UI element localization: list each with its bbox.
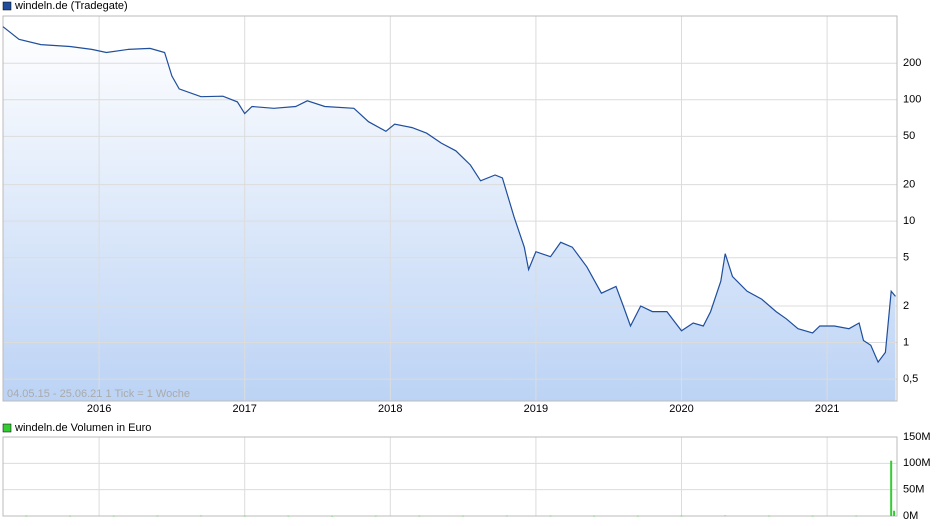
legend-swatch [2, 1, 12, 11]
volume-bar [462, 515, 465, 517]
y-tick-label: 50M [903, 484, 924, 496]
y-tick-label: 0M [903, 510, 918, 522]
volume-bar [855, 515, 858, 517]
y-tick-label: 200 [903, 57, 921, 69]
price-line [2, 26, 896, 364]
y-tick-label: 20 [903, 179, 915, 191]
volume-bar [68, 515, 71, 517]
y-tick-label: 50 [903, 130, 915, 142]
plot-frame [2, 15, 898, 402]
x-tick-label: 2021 [815, 403, 839, 415]
volume-bar [811, 515, 814, 517]
area-fill [3, 26, 896, 401]
y-tick-label: 0,5 [903, 373, 918, 385]
y-tick-label: 5 [903, 252, 909, 264]
volume-bar [893, 510, 896, 516]
volume-bar [890, 460, 893, 516]
volume-bar [112, 515, 115, 517]
y-tick-label: 1 [903, 336, 909, 348]
volume-bar [243, 515, 246, 517]
x-tick-label: 2018 [378, 403, 402, 415]
volume-bar [549, 515, 552, 517]
volume-bar [200, 515, 203, 517]
volume-bar [374, 515, 377, 517]
volume-bar [767, 515, 770, 517]
y-tick-label: 100M [903, 457, 931, 469]
x-tick-label: 2020 [669, 403, 693, 415]
y-tick-label: 100 [903, 94, 921, 106]
volume-bar [418, 515, 421, 517]
volume-bar [505, 515, 508, 517]
volume-bar [287, 515, 290, 517]
volume-bar [636, 515, 639, 517]
legend-swatch [2, 423, 12, 433]
volume-bar [25, 515, 28, 517]
volume-bar [331, 515, 334, 517]
x-tick-label: 2019 [524, 403, 548, 415]
plot-frame [2, 436, 898, 517]
x-tick-label: 2017 [232, 403, 256, 415]
x-tick-label: 2016 [87, 403, 111, 415]
volume-bar [680, 515, 683, 517]
volume-bar [593, 515, 596, 517]
y-tick-label: 2 [903, 300, 909, 312]
volume-bar [156, 515, 159, 517]
legend-label: windeln.de Volumen in Euro [14, 422, 151, 434]
legend-label: windeln.de (Tradegate) [14, 0, 128, 12]
y-tick-label: 150M [903, 431, 931, 443]
annotation: 04.05.15 - 25.06.21 1 Tick = 1 Woche [7, 388, 190, 400]
volume-bar [724, 515, 727, 517]
y-tick-label: 10 [903, 215, 915, 227]
